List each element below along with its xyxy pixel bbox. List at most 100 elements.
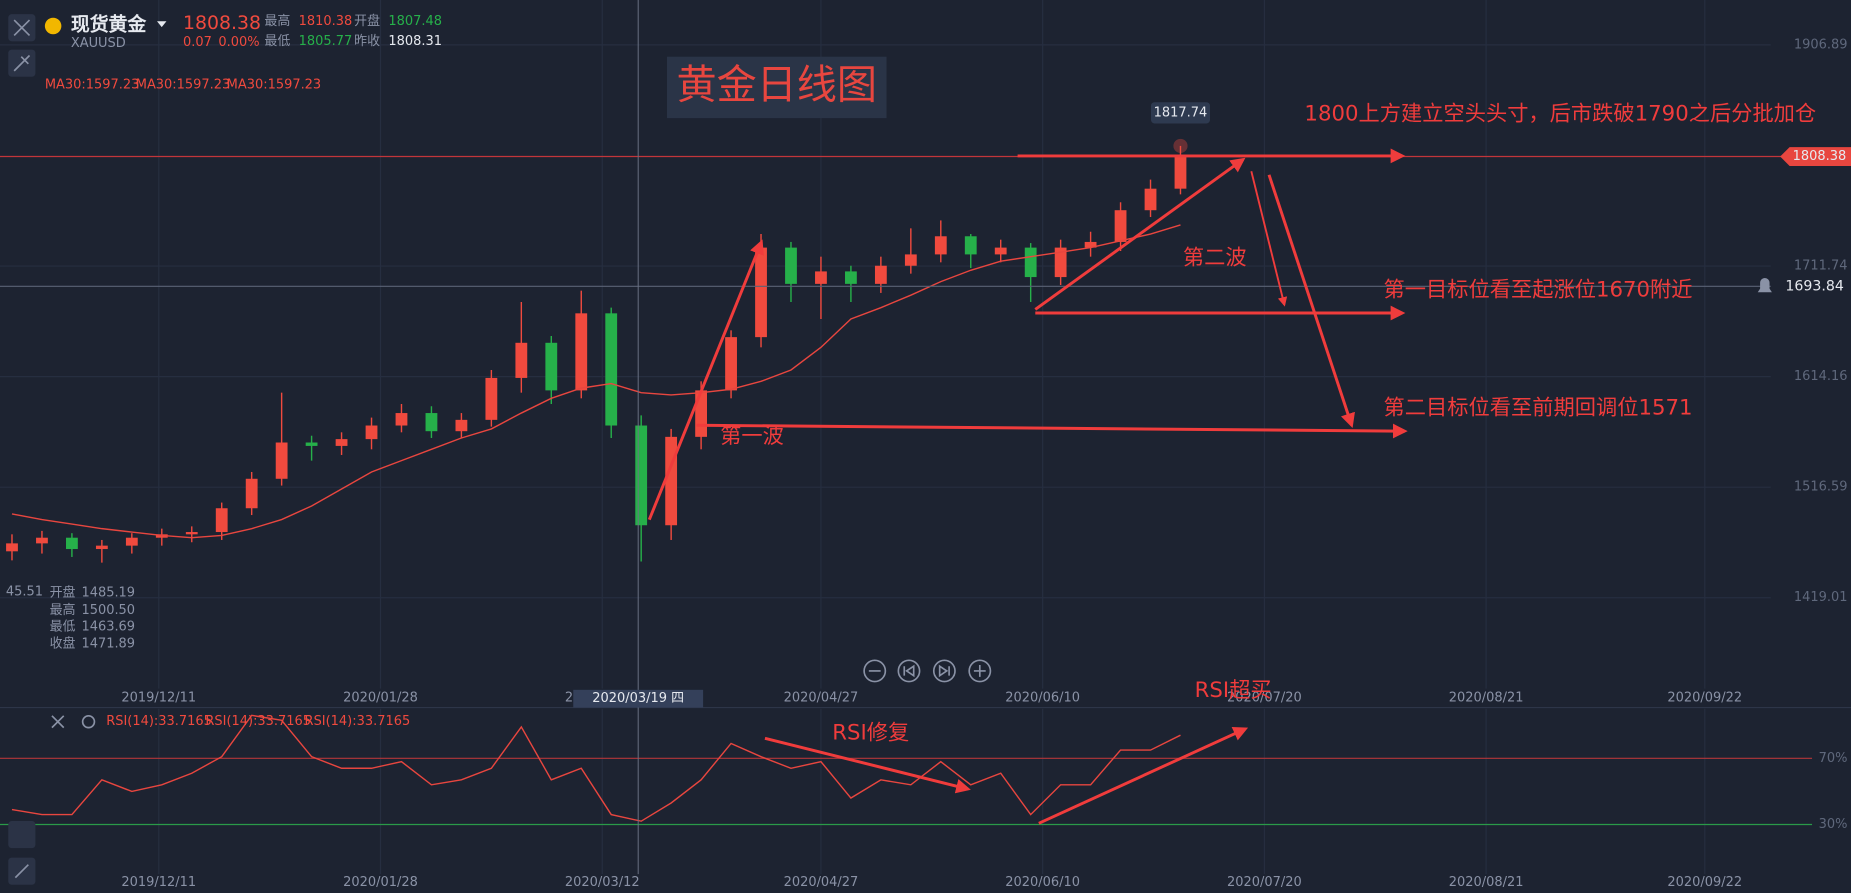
icon	[903, 664, 915, 678]
info-value: 1471.89	[81, 636, 135, 651]
rsi-legend: RSI(14):33.7165	[305, 714, 411, 729]
x-tick-label: 2020/01/28	[343, 691, 418, 706]
candle-body	[1114, 210, 1127, 242]
x-tick-label: 2020/07/20	[1227, 691, 1302, 706]
arrow	[1038, 727, 1249, 825]
annotation: 第二波	[1183, 246, 1247, 271]
scroll-end[interactable]	[932, 659, 956, 683]
change: 0.07	[183, 35, 212, 50]
candle-body	[845, 271, 857, 284]
icon	[14, 864, 29, 879]
candle-body	[635, 425, 648, 526]
candle-body	[695, 390, 708, 437]
x-tick-label: 2020/04/27	[784, 691, 859, 706]
level-label: 70%	[1819, 751, 1848, 766]
dropdown[interactable]	[157, 21, 167, 28]
candle-body	[904, 254, 917, 266]
x-tick-label: 2019/12/11	[121, 691, 196, 706]
bell-icon	[1757, 278, 1772, 293]
info-label: 收盘	[50, 635, 76, 651]
panel-title: 黄金日线图	[676, 62, 877, 108]
arrow	[696, 423, 1408, 439]
rsi-line	[11, 714, 1181, 822]
candle-body	[66, 537, 78, 550]
icon	[973, 665, 986, 677]
zoom-controls	[863, 659, 992, 683]
candle-body	[6, 543, 18, 552]
x-tick-label: 2020/09/22	[1667, 691, 1742, 706]
alert-label: 1693.84	[1785, 278, 1844, 294]
info-label: 开盘	[50, 584, 76, 600]
candle-body	[665, 436, 678, 526]
x-tick-label: 2020/01/28	[343, 875, 418, 890]
candle-body	[515, 342, 528, 378]
rsi-legend: RSI(14):33.7165	[106, 714, 212, 729]
candle-body	[785, 247, 797, 284]
candle-body	[395, 413, 408, 426]
candle-body	[964, 236, 977, 255]
annotation: 第二目标位看至前期回调位1571	[1384, 396, 1693, 421]
high-marker	[1173, 138, 1188, 153]
zoom-in[interactable]	[968, 659, 992, 683]
stat-value: 1807.48	[388, 14, 442, 29]
candle-body	[1174, 156, 1187, 189]
candle-body	[545, 342, 558, 391]
stat-label: 最低	[264, 34, 290, 49]
crosshair-box	[573, 689, 704, 708]
candle-body	[755, 247, 767, 338]
candle-body	[365, 425, 378, 440]
ma-legend: MA30:1597.23	[136, 78, 231, 93]
x-tick-label: 2020/08/21	[1449, 691, 1524, 706]
candle-body	[934, 236, 947, 255]
candle-body	[245, 478, 258, 509]
candle-body	[95, 545, 108, 550]
symbol-name: 现货黄金	[71, 12, 147, 35]
candle-body	[305, 442, 318, 446]
indicator-button[interactable]	[8, 820, 36, 849]
info-value: 1485.19	[81, 585, 135, 600]
candle-body	[125, 537, 138, 546]
candle-body	[874, 265, 887, 284]
zoom-out[interactable]	[863, 659, 887, 683]
x-tick-label: 2020/03/12	[565, 875, 640, 890]
crosshair-label: 2020/03/19 四	[592, 691, 684, 706]
arrow	[647, 239, 764, 521]
x-tick-label: 2019/12/11	[121, 875, 196, 890]
arrow	[1034, 157, 1246, 311]
y-tick-label: 1711.74	[1794, 259, 1848, 274]
annotation: 第一波	[720, 424, 784, 449]
x-tick-label: 2020/06/10	[1005, 691, 1080, 706]
x-tick-label: 2020/09/22	[1667, 875, 1742, 890]
candle-body	[215, 508, 228, 533]
gold-icon	[44, 17, 62, 35]
candle-body	[994, 247, 1007, 255]
close-rsi[interactable]	[51, 715, 65, 729]
title-box	[666, 56, 887, 119]
stat-value: 1808.31	[388, 34, 442, 49]
candle-body	[335, 439, 348, 446]
candle-body	[815, 271, 827, 284]
settings[interactable]	[81, 714, 96, 729]
y-tick-label: 1419.01	[1794, 590, 1848, 605]
x-tick-label: 2020/04/27	[784, 875, 859, 890]
stat-label: 开盘	[354, 13, 380, 29]
scroll-start[interactable]	[897, 659, 921, 683]
info-label: 最高	[50, 602, 76, 618]
info-label: 最低	[50, 620, 76, 635]
high-tag-label: 1817.74	[1154, 105, 1208, 120]
info-value: 1500.50	[81, 603, 135, 618]
candle-body	[425, 413, 438, 432]
x-tick-label: 2020/08/21	[1449, 875, 1524, 890]
candle-body	[485, 377, 498, 420]
price-tag	[1780, 147, 1851, 166]
stat-value: 1810.38	[299, 14, 353, 29]
candle-body	[455, 419, 468, 432]
candle-body	[575, 313, 588, 391]
candle-body	[36, 537, 48, 544]
candle-body	[1084, 241, 1097, 248]
arrow	[764, 736, 971, 794]
stat-label: 昨收	[354, 34, 380, 49]
candle-body	[1144, 188, 1157, 211]
